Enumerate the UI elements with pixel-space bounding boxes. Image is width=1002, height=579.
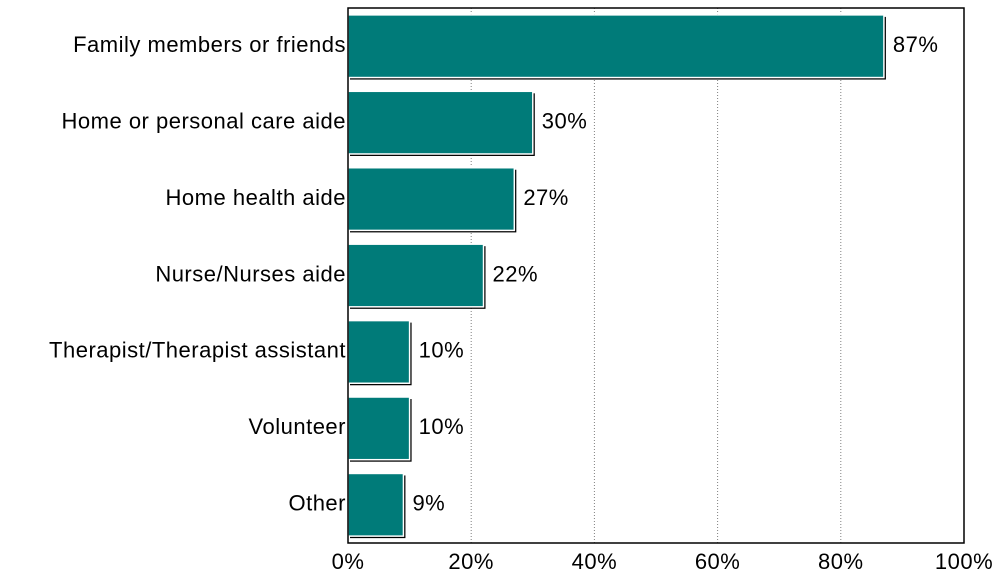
- data-label: 22%: [493, 261, 539, 286]
- data-label: 87%: [893, 32, 939, 57]
- x-tick-label: 100%: [935, 549, 993, 574]
- bar: [347, 14, 885, 79]
- data-label: 27%: [523, 185, 569, 210]
- category-label: Home or personal care aide: [62, 108, 346, 133]
- x-tick-label: 0%: [332, 549, 365, 574]
- data-label: 9%: [412, 491, 445, 516]
- category-label: Therapist/Therapist assistant: [49, 338, 346, 363]
- x-tick-label: 20%: [448, 549, 494, 574]
- category-label: Other: [288, 491, 346, 516]
- category-label: Nurse/Nurses aide: [155, 261, 346, 286]
- category-label: Volunteer: [249, 414, 346, 439]
- plot-frame: [347, 7, 965, 544]
- x-tick-labels: 0% 20% 40% 60% 80% 100%: [332, 549, 993, 574]
- data-label: 30%: [542, 108, 588, 133]
- category-labels: Family members or friends Home or persona…: [49, 32, 346, 516]
- bars: [347, 14, 886, 539]
- value-labels: 87% 30% 27% 22% 10% 10% 9%: [412, 32, 938, 516]
- bar: [347, 472, 405, 537]
- bar: [347, 90, 534, 155]
- data-label: 10%: [419, 414, 465, 439]
- x-tick-label: 40%: [572, 549, 618, 574]
- x-tick-label: 60%: [695, 549, 741, 574]
- bar: [347, 319, 411, 385]
- bar: [347, 166, 516, 232]
- category-label: Family members or friends: [73, 32, 346, 57]
- category-label: Home health aide: [166, 185, 346, 210]
- x-tick-label: 80%: [818, 549, 864, 574]
- data-label: 10%: [419, 338, 465, 363]
- bar: [347, 243, 485, 308]
- plot-border: [347, 7, 965, 544]
- bar: [347, 396, 411, 461]
